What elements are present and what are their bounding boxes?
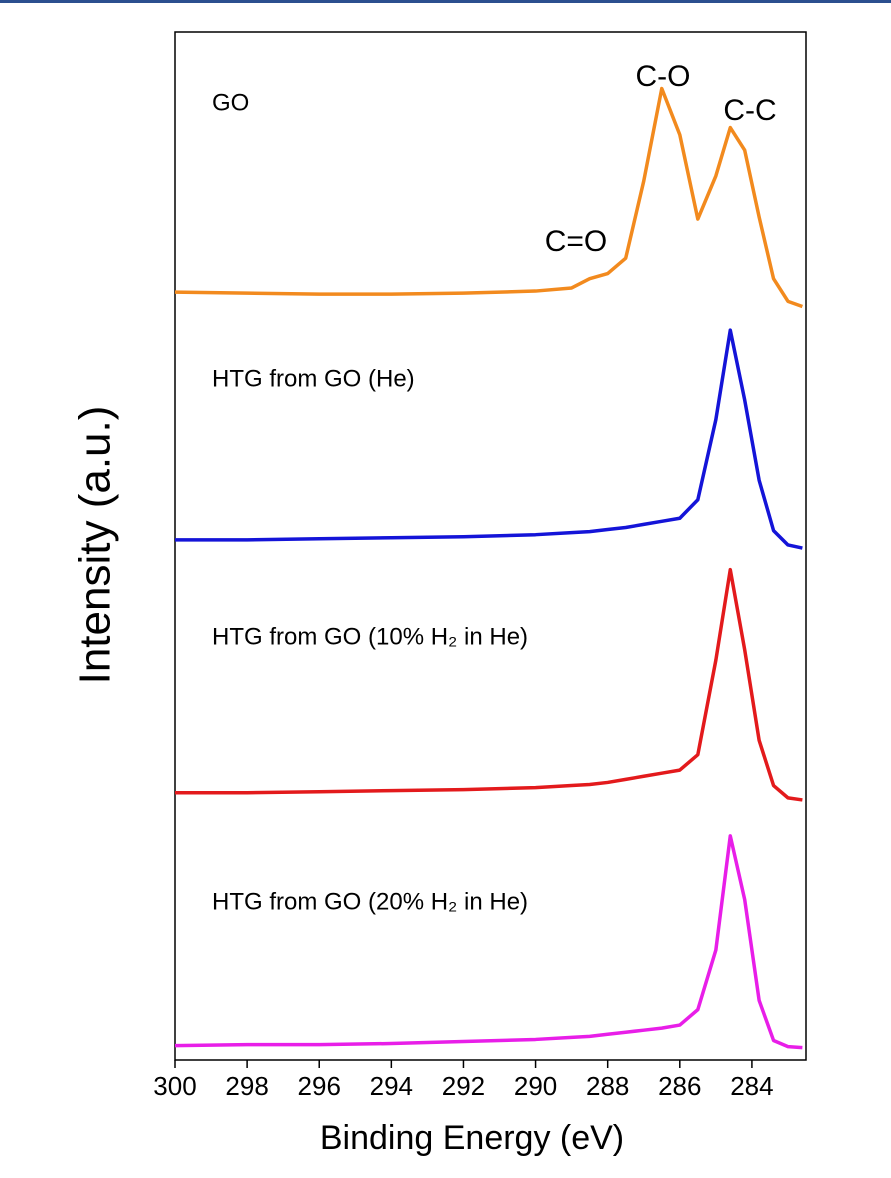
x-tick-label: 298	[225, 1071, 268, 1101]
x-tick-label: 292	[442, 1071, 485, 1101]
series-label: HTG from GO (20% H₂ in He)	[212, 888, 528, 915]
peak-annotation: C-C	[723, 94, 776, 127]
spectrum-line	[174, 834, 803, 1050]
series-label: HTG from GO (He)	[212, 365, 415, 392]
peak-annotation: C=O	[545, 225, 608, 258]
peak-annotation: C-O	[636, 60, 691, 93]
y-axis-title: Intensity (a.u.)	[71, 406, 120, 685]
spectrum-line	[175, 567, 803, 802]
top-rule	[0, 0, 891, 3]
series-label: GO	[212, 89, 249, 116]
x-tick-label: 288	[586, 1071, 629, 1101]
x-tick-label: 300	[153, 1071, 196, 1101]
spectrum-line	[175, 328, 803, 550]
spectrum-line	[174, 86, 803, 309]
x-tick-label: 286	[658, 1071, 701, 1101]
x-tick-label: 290	[514, 1071, 557, 1101]
x-tick-label: 296	[298, 1071, 341, 1101]
x-tick-label: 294	[370, 1071, 413, 1101]
series-label: HTG from GO (10% H₂ in He)	[212, 623, 528, 650]
x-tick-label: 284	[730, 1071, 773, 1101]
x-axis-title: Binding Energy (eV)	[320, 1119, 624, 1157]
plot-frame	[174, 31, 807, 1061]
